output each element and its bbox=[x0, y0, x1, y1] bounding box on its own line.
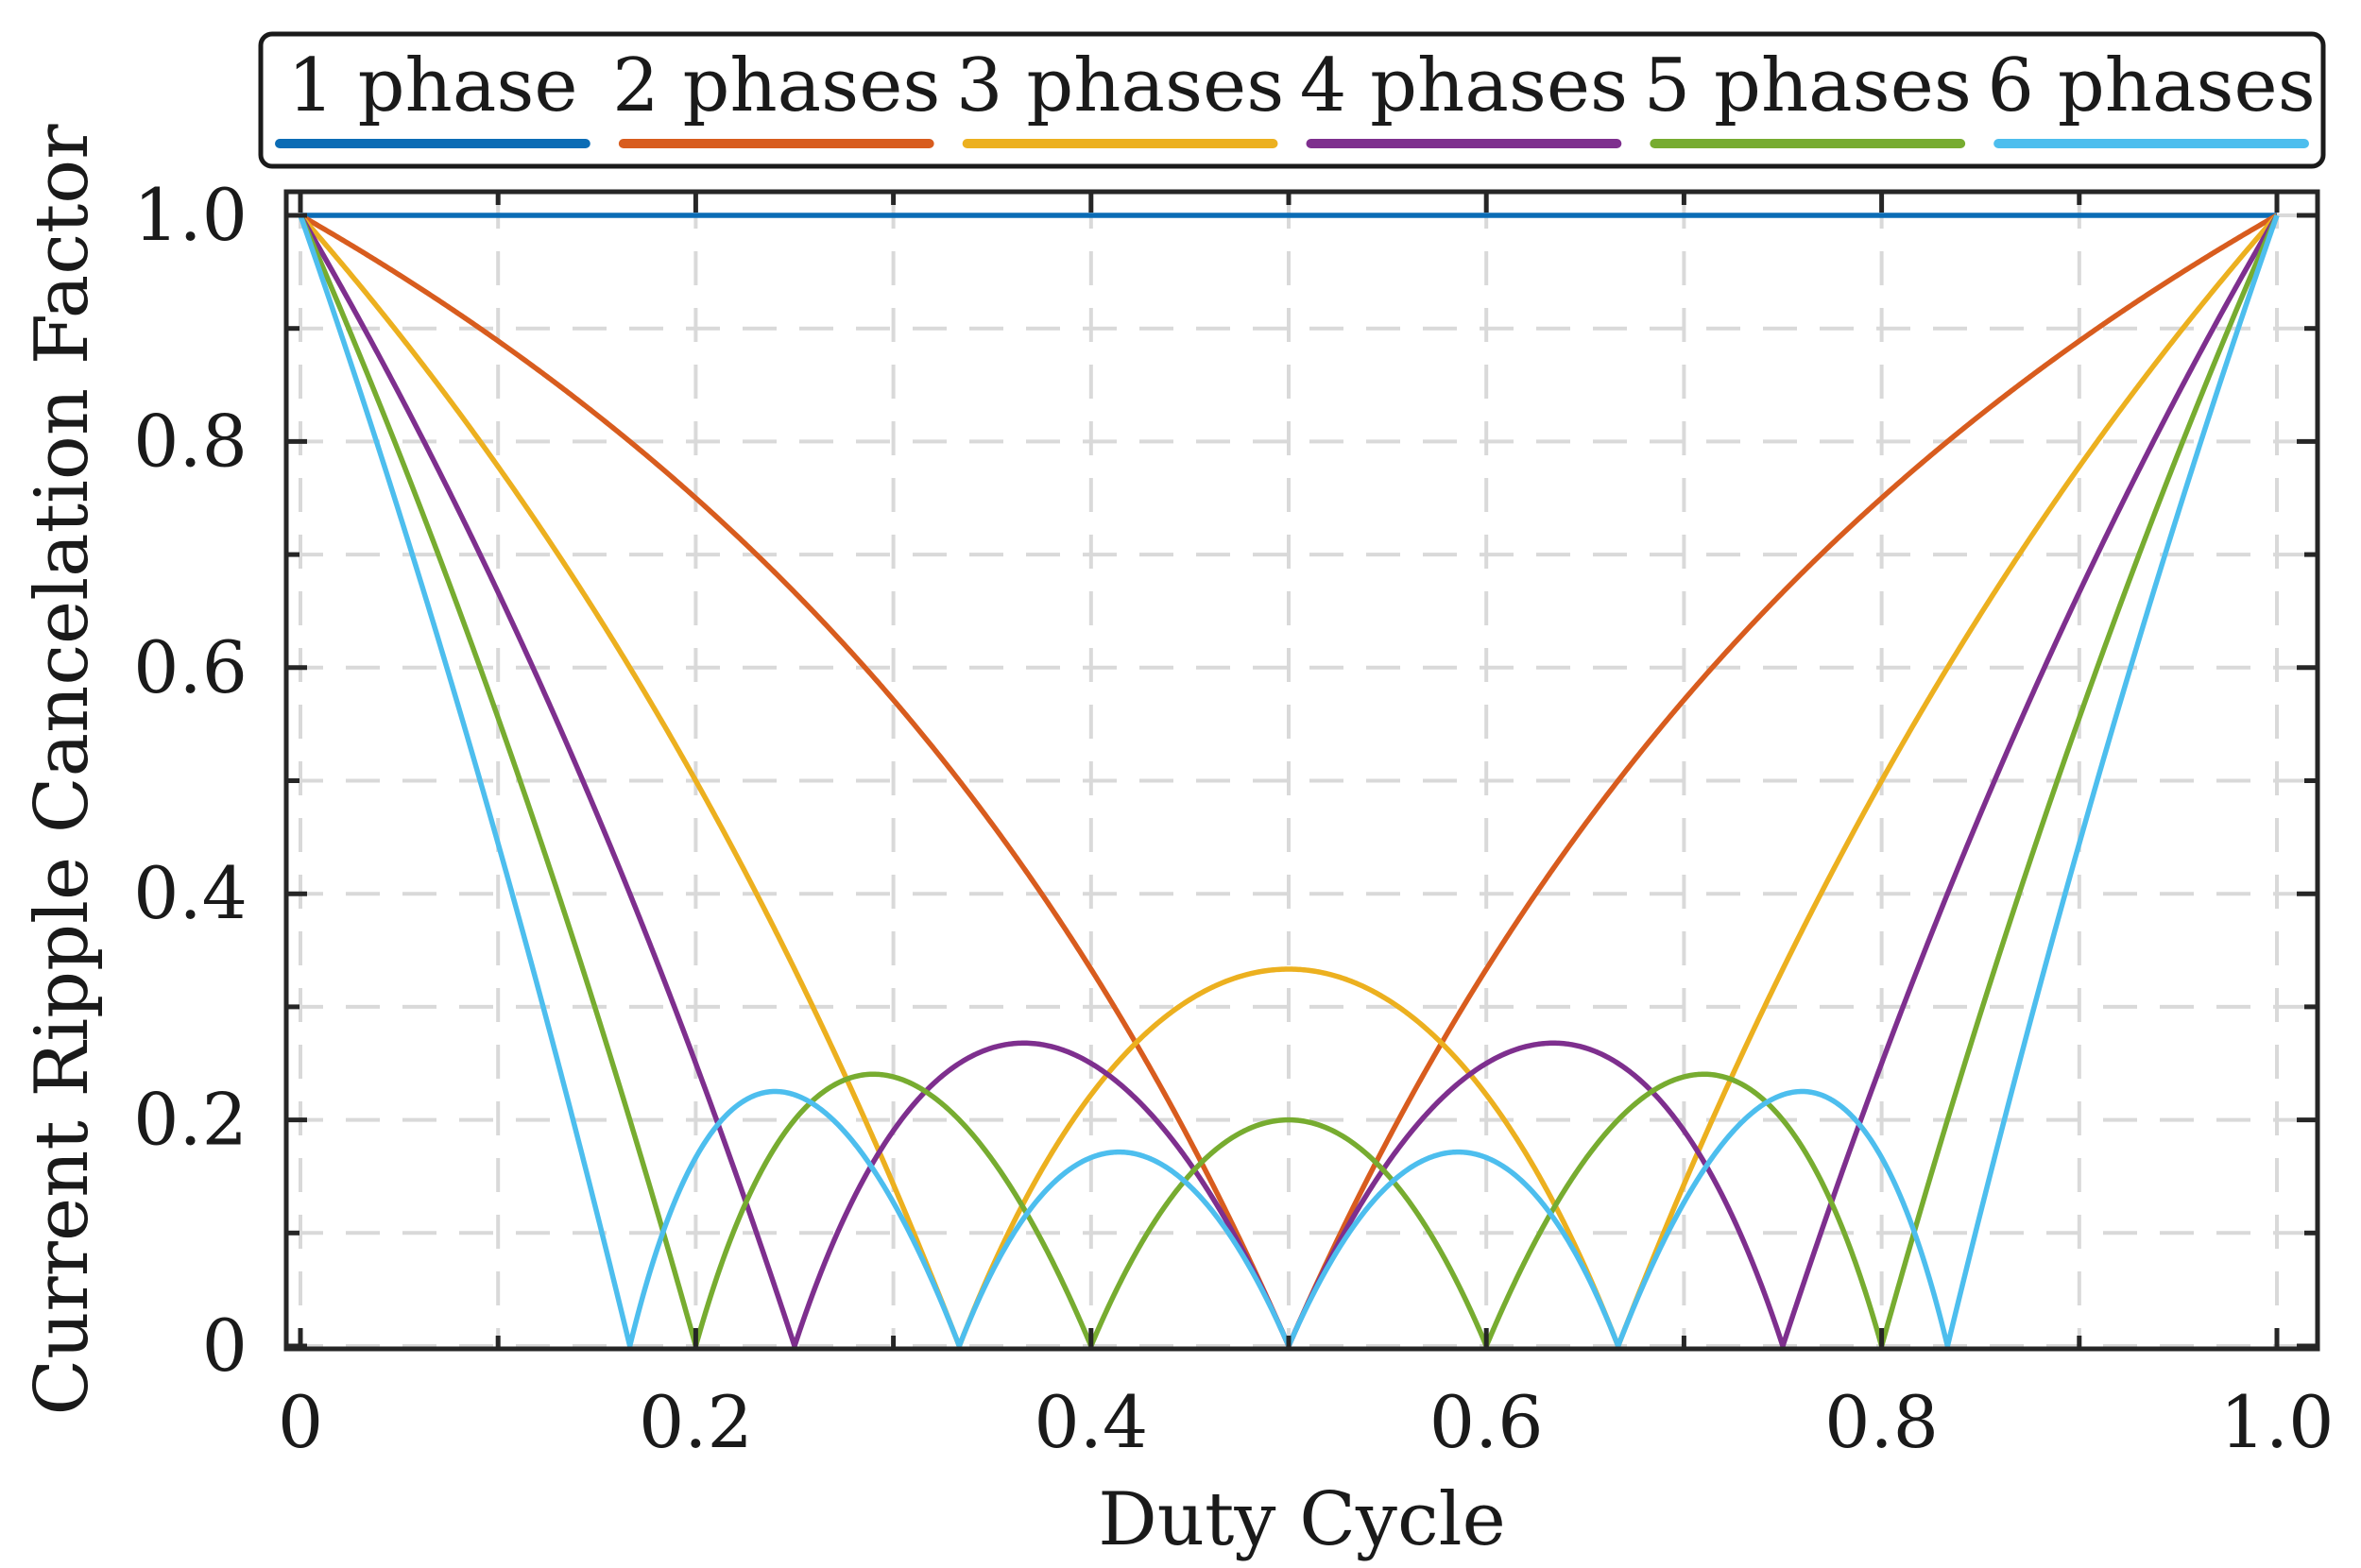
legend: 1 phase 2 phases 3 phases 4 phases 5 phases 6… bbox=[275, 43, 2316, 148]
y-tick-labels: 0 0.2 0.4 0.6 0.8 1.0 bbox=[133, 173, 248, 1388]
y-tick-label: 0 bbox=[202, 1304, 248, 1388]
legend-label: 6 phases bbox=[1987, 43, 2315, 128]
legend-label: 4 phases bbox=[1300, 43, 1628, 128]
ticks bbox=[286, 192, 2318, 1349]
y-tick-label: 0.6 bbox=[133, 625, 248, 709]
legend-label: 3 phases bbox=[956, 43, 1284, 128]
x-tick-label: 0.6 bbox=[1429, 1380, 1544, 1464]
legend-label: 1 phase bbox=[287, 43, 577, 128]
x-tick-label: 0.4 bbox=[1034, 1380, 1148, 1464]
y-tick-label: 0.2 bbox=[133, 1078, 248, 1162]
plot-area bbox=[286, 192, 2318, 1349]
x-axis-label: Duty Cycle bbox=[1098, 1477, 1506, 1562]
y-tick-label: 0.8 bbox=[133, 399, 248, 483]
series-line-3-phase bbox=[298, 213, 2280, 1349]
series-line-5-phase bbox=[298, 213, 2280, 1349]
y-axis-label: Current Ripple Cancelation Factor bbox=[20, 124, 105, 1416]
x-tick-label: 0.8 bbox=[1824, 1380, 1939, 1464]
x-tick-label: 0 bbox=[278, 1380, 323, 1464]
y-tick-label: 1.0 bbox=[133, 173, 248, 257]
legend-label: 2 phases bbox=[612, 43, 940, 128]
y-tick-label: 0.4 bbox=[133, 851, 248, 935]
plot-border bbox=[283, 189, 2320, 1352]
x-tick-label: 0.2 bbox=[639, 1380, 753, 1464]
grid bbox=[289, 195, 2315, 1348]
legend-box bbox=[258, 31, 2326, 169]
legend-label: 5 phases bbox=[1644, 43, 1972, 128]
x-tick-label: 1.0 bbox=[2220, 1380, 2335, 1464]
x-tick-labels: 0 0.2 0.4 0.6 0.8 1.0 bbox=[278, 1380, 2335, 1464]
